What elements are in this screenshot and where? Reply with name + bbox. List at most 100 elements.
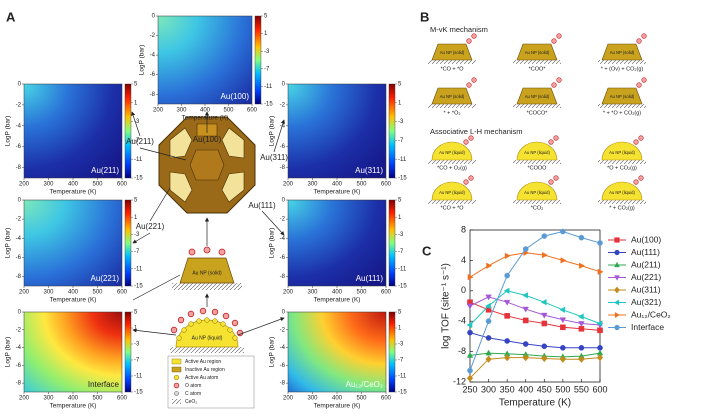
x-tick-label: 200 [283,290,294,296]
heatmap-name: Au(311) [355,166,383,175]
x-tick-label: 600 [381,396,392,402]
legend-label: Au₁₂/CeO₂ [631,309,671,319]
data-point [560,324,566,331]
colorbar-tick-label: -3 [398,119,404,125]
y-axis-title: LogP (bar) [139,45,146,76]
legend-label: Au(111) [631,247,660,257]
legend-label: Active Au atom [185,375,218,381]
swatch [174,391,179,396]
y-tick-label: -6 [16,144,22,150]
heatmap [157,15,253,105]
y-tick-label: 0 [18,310,22,316]
colorbar [254,15,262,105]
data-point [486,262,493,269]
y-tick-label: -4 [280,123,286,129]
data-point [485,349,492,356]
o-atom [468,175,474,181]
solid-np [601,87,643,105]
data-point [504,353,511,362]
data-point [522,353,529,362]
data-point [559,317,567,324]
series-line [469,332,600,349]
substrate [428,104,476,108]
o-atom [638,135,644,141]
o-atom [188,248,196,256]
x-tick-label: 300 [176,108,187,114]
substrate [513,104,561,108]
o-atom [556,77,562,83]
data-point [541,320,548,327]
step-label: * + *O₂ [444,110,461,116]
data-point [522,341,529,347]
x-tick-label: 200 [19,396,30,402]
np-label: Au NP (liquid) [609,150,635,155]
content [131,111,285,409]
colorbar-tick-label: 1 [134,215,138,221]
legend-label: Inactive Au region [185,367,225,373]
o-atom [551,38,557,44]
data-point [597,240,603,246]
data-point [541,233,548,239]
heatmap [23,199,123,287]
legend-label: Au(211) [631,259,661,269]
y-tick-label: -2 [16,217,22,223]
y-tick-label: 8 [461,224,466,234]
np-label: Au NP (solid) [440,50,465,55]
y-tick-label: -2 [280,327,286,333]
substrate [513,160,561,164]
x-tick-label: 450 [537,384,552,394]
facet-label: Au(311) [260,153,288,162]
data-point [596,353,604,362]
y-axis-title: LogP (bar) [5,337,12,368]
x-tick-label: 400 [68,290,79,296]
o-atom [468,135,474,141]
data-point [559,355,566,363]
connector [261,210,285,236]
colorbar-tick-label: -11 [398,266,407,272]
y-tick-label: 0 [18,198,22,204]
x-tick-label: 500 [356,290,367,296]
colorbar-tick-label: -7 [398,358,404,364]
data-point [503,299,511,306]
colorbar-tick-label: -3 [134,342,140,348]
substrate [598,160,646,164]
data-point [596,320,603,327]
connector [273,119,285,153]
y-tick-label: -4 [16,236,22,242]
y-tick-label: -2 [16,102,22,108]
x-tick-label: 400 [332,290,343,296]
data-point [504,252,511,260]
colorbar-tick-label: -11 [134,266,143,272]
y-axis-title: LogP (bar) [5,116,12,147]
y-axis-title: LogP (bar) [269,337,276,368]
step-label: *CO + *O [440,66,464,72]
heatmap [287,83,387,179]
data-point [467,367,473,374]
substrate [598,60,646,64]
colorbar-tick-label: -11 [134,374,143,380]
y-tick-label: -8 [16,165,22,171]
solid-np [601,43,643,61]
data-point [578,345,585,351]
data-point [597,345,603,351]
data-point [466,374,474,382]
series-line [469,231,601,371]
legend-label: Au(100) [631,234,661,244]
y-tick-label: -12 [453,376,466,386]
colorbar-tick-label: -3 [134,119,140,125]
data-point [485,355,492,363]
o-atom [471,33,477,39]
data-point [541,354,548,363]
y-tick-label: 0 [282,82,286,88]
o-atom [636,82,642,88]
heatmap [287,311,387,393]
o-atom [553,175,559,181]
x-axis-title: Temperature (K) [314,403,361,410]
data-point [578,321,585,328]
np-label: Au NP (solid) [610,94,635,99]
x-tick-label: 200 [283,396,294,402]
colorbar-tick-label: -11 [134,157,143,163]
heatmap [23,83,123,179]
substrate [598,200,646,204]
heatmap-name: Au(211) [91,166,119,175]
